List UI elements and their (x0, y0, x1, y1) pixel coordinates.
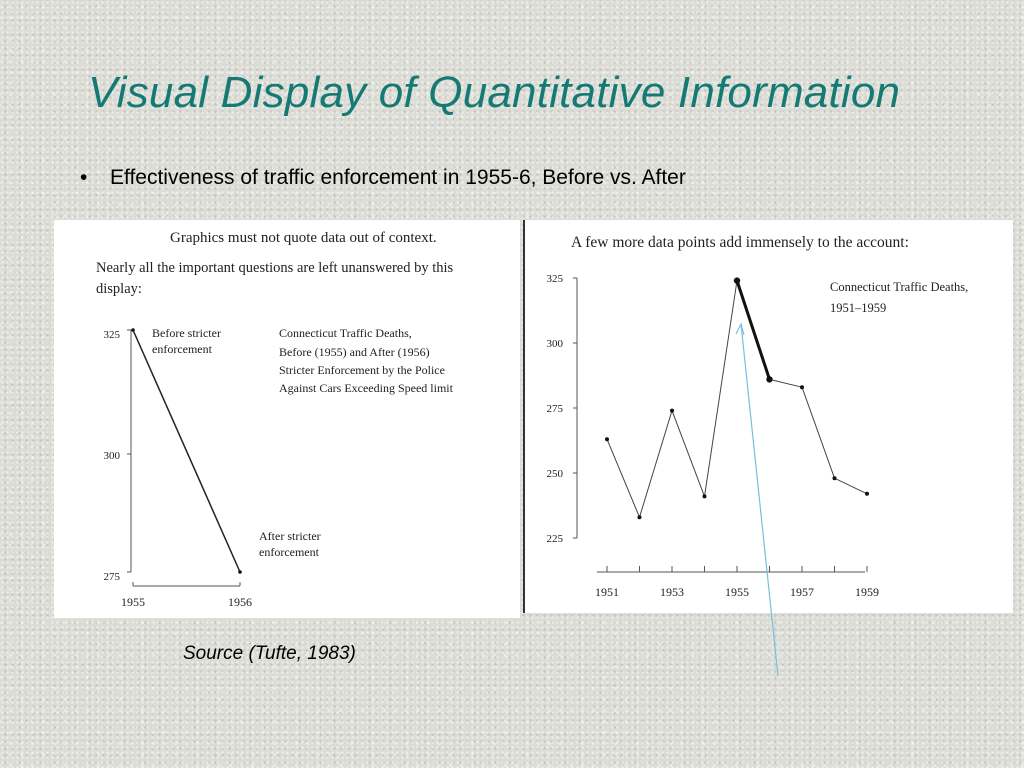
highlight-point (733, 277, 741, 284)
before-after-chart: Graphics must not quote data out of cont… (96, 230, 454, 609)
series-segment (769, 378, 803, 388)
point-label-after-line2: enforcement (259, 545, 320, 559)
source-citation: Source (Tufte, 1983) (183, 643, 356, 664)
x-ticks: 1951 1953 1955 1957 1959 (595, 566, 879, 599)
y-tick-label: 325 (547, 273, 564, 285)
data-point (131, 328, 135, 332)
point-label-after-line1: After stricter (259, 529, 321, 543)
x-tick-label: 1953 (660, 585, 684, 599)
slide-title: Visual Display of Quantitative Informati… (88, 68, 901, 117)
before-after-figure: Graphics must not quote data out of cont… (54, 220, 520, 618)
before-after-series (131, 328, 242, 574)
data-point (832, 476, 837, 481)
data-point (238, 570, 242, 574)
y-tick-label: 325 (104, 329, 121, 341)
x-tick-label: 1959 (855, 585, 879, 599)
highlight-point (766, 376, 773, 383)
data-point (702, 494, 707, 499)
series-segment (606, 439, 640, 518)
bullet-dot: • (80, 166, 88, 189)
series-segment (801, 387, 835, 479)
series-line (132, 329, 241, 573)
point-label-before-line2: enforcement (152, 342, 213, 356)
bullet-text: Effectiveness of traffic enforcement in … (110, 166, 686, 189)
point-label-before-line1: Before stricter (152, 326, 221, 340)
series-segment (671, 410, 705, 497)
x-tick-label: 1955 (121, 595, 145, 609)
figure-subheading-line2: display: (96, 281, 142, 297)
y-tick-label: 300 (547, 338, 564, 350)
legend-line: Connecticut Traffic Deaths, (830, 280, 968, 294)
y-ticks: 325 300 275 250 225 (547, 273, 577, 545)
legend-line: 1951–1959 (830, 301, 886, 315)
x-tick-label: 1955 (725, 585, 749, 599)
data-point (670, 408, 674, 413)
highlight-segment (735, 280, 771, 380)
y-tick-label: 250 (547, 468, 564, 480)
figure-heading: Graphics must not quote data out of cont… (170, 230, 437, 246)
data-point (800, 385, 804, 390)
nine-year-figure: A few more data points add immensely to … (523, 220, 1013, 613)
bullet-point: • Effectiveness of traffic enforcement in… (80, 166, 686, 190)
legend-line: Before (1955) and After (1956) (279, 345, 430, 359)
figure-heading: A few more data points add immensely to … (571, 234, 909, 251)
series-segment (704, 280, 738, 497)
y-tick-label: 275 (104, 571, 121, 583)
y-tick-label: 275 (547, 403, 564, 415)
x-tick-label: 1951 (595, 585, 619, 599)
legend-line: Connecticut Traffic Deaths, (279, 326, 412, 340)
nine-year-chart: A few more data points add immensely to … (547, 234, 969, 599)
legend-line: Stricter Enforcement by the Police (279, 363, 445, 377)
x-tick-label: 1956 (228, 595, 252, 609)
series-segment (639, 410, 673, 518)
y-tick-label: 225 (547, 533, 564, 545)
x-tick-label: 1957 (790, 585, 814, 599)
series-segment (834, 477, 868, 495)
figure-subheading-line1: Nearly all the important questions are l… (96, 260, 454, 276)
data-point (637, 515, 642, 520)
legend-line: Against Cars Exceeding Speed limit (279, 381, 454, 395)
data-point (605, 437, 609, 442)
y-tick-label: 300 (104, 450, 121, 462)
data-point (865, 491, 869, 496)
